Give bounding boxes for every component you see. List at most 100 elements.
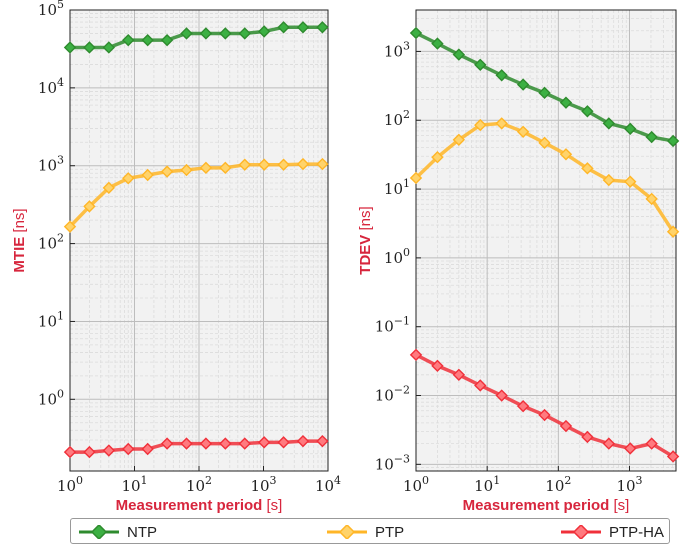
marker-ntp [180,27,193,40]
marker-ptp-ha [238,437,251,450]
series-group [63,21,329,459]
y-tick-label: 101 [38,309,64,330]
x-tick-label: 103 [250,474,276,495]
marker-ptp-ha [83,445,96,459]
y-tick-label: 101 [384,177,410,198]
axes-frame [415,9,677,472]
marker-ptp-ha [624,442,637,455]
x-tick-label: 102 [545,474,571,495]
y-tick-label: 103 [384,39,410,60]
marker-ptp [316,157,329,171]
marker-ptp-ha [102,444,116,457]
mtie-chart: 100 101 102 103 104 105 100 101 102 103 104 Measure… [11,0,341,514]
marker-ntp [645,130,658,144]
marker-ptp [83,200,96,213]
marker-ntp [63,41,77,54]
legend-swatch-ptp [327,525,367,539]
marker-ntp [277,21,290,34]
marker-ptp-ha [559,419,573,433]
marker-ntp [160,33,174,47]
legend-item-ptp: PTP [327,522,404,542]
tdev-chart: 10−3 10−2 10−1 100 101 102 103 100 101 102 103 Meas… [357,9,680,514]
marker-ntp [199,27,213,40]
y-axis-label: MTIE [ns] [11,208,28,272]
y-tick-label: 102 [38,232,64,253]
y-tick-label: 10−1 [375,315,410,336]
marker-ptp-ha [296,434,310,448]
grid [415,10,676,471]
marker-ptp [277,158,290,171]
marker-ptp [431,151,444,164]
marker-ptp [538,136,551,150]
marker-ntp [83,41,96,54]
x-tick-label: 100 [57,474,83,495]
y-tick-label: 105 [38,0,64,19]
marker-ntp [516,78,530,91]
marker-ptp-ha [516,399,530,413]
marker-ptp [452,133,466,146]
marker-ptp-ha [199,437,213,450]
marker-ptp-ha [63,445,77,459]
marker-ptp-ha [122,442,135,456]
legend-item-ntp: NTP [79,522,157,542]
marker-ptp [296,157,310,171]
marker-ntp [122,33,135,47]
marker-ptp [102,181,116,195]
marker-ntp [538,86,551,100]
marker-ptp-ha [495,389,508,402]
x-tick-label: 101 [121,474,147,495]
marker-ptp-ha [141,442,154,456]
marker-ptp-ha [277,436,290,449]
marker-ptp-ha [431,359,444,373]
marker-ptp-ha [180,437,193,450]
marker-ntp [495,69,508,82]
plot-area [416,10,676,471]
y-tick-label: 10−2 [375,384,410,405]
legend-item-ptp-ha: PTP-HA [561,522,664,542]
marker-ntp [431,37,444,50]
marker-ptp [666,225,680,238]
marker-ptp-ha [666,450,680,463]
marker-ptp [180,163,193,177]
x-axis-label: Measurement period [s] [463,497,630,514]
marker-ntp [257,25,271,38]
ticks: 100 101 102 103 104 105 100 101 102 103 104 [38,0,341,495]
legend-label-ptp: PTP [375,523,405,541]
marker-ptp [199,161,213,175]
marker-ptp-ha [219,437,232,450]
marker-ntp [452,48,466,61]
marker-ntp [316,21,329,34]
marker-ptp [602,173,616,187]
marker-ntp [238,27,251,40]
x-tick-label: 103 [616,474,642,495]
x-tick-label: 102 [186,474,212,495]
y-tick-label: 104 [38,76,64,97]
marker-ptp-ha [452,368,466,381]
marker-ptp-ha [160,437,174,450]
marker-ntp [666,134,680,148]
marker-ptp [624,175,637,188]
legend: NTP PTP PTP-HA [70,518,670,544]
marker-ptp [581,162,594,175]
marker-ntp [409,26,423,40]
series-group [409,26,680,463]
ticks: 10−3 10−2 10−1 100 101 102 103 100 101 102 103 [375,39,643,495]
x-tick-label: 104 [315,474,341,495]
y-tick-label: 103 [38,154,64,175]
marker-ptp [160,165,174,178]
marker-ntp [474,58,487,71]
legend-label-ptp-ha: PTP-HA [609,523,665,541]
marker-ptp-ha [257,436,271,449]
marker-ptp [409,171,423,185]
legend-swatch-ntp [79,525,119,539]
marker-ptp-ha [602,437,616,450]
x-axis-label: Measurement period [s] [116,497,283,514]
marker-ntp [219,27,232,40]
marker-ntp [296,21,310,34]
marker-ntp [581,105,594,118]
marker-ptp [141,168,154,182]
marker-ptp-ha [581,430,594,444]
marker-ptp [516,125,530,138]
marker-ptp-ha [409,348,423,362]
marker-ptp-ha [474,379,487,392]
